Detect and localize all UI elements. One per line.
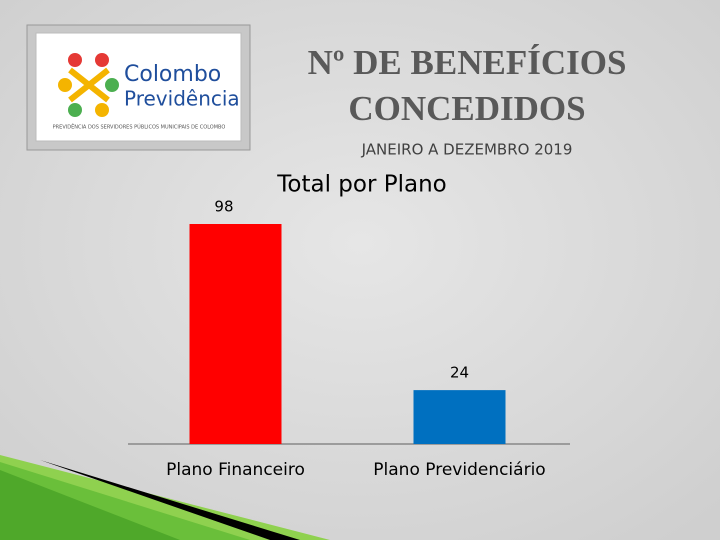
logo-name: Colombo bbox=[124, 62, 221, 87]
data-label: 24 bbox=[450, 364, 469, 382]
x-tick-label: Plano Previdenciário bbox=[373, 460, 545, 480]
slide-title: CONCEDIDOS bbox=[348, 89, 585, 128]
logo-name: Previdência bbox=[124, 87, 240, 111]
slide-title: Nº DE BENEFÍCIOS bbox=[308, 43, 627, 82]
plot: Plano Financeiro 98 Plano Previdenciário 24 bbox=[128, 198, 570, 480]
data-label: 98 bbox=[214, 198, 233, 216]
chart-title: Total por Plano bbox=[276, 172, 446, 198]
logo-tagline: PREVIDÊNCIA DOS SERVIDORES PÚBLICOS MUNI… bbox=[53, 123, 226, 131]
x-tick-label: Plano Financeiro bbox=[166, 460, 305, 480]
slide-subtitle: JANEIRO A DEZEMBRO 2019 bbox=[361, 141, 573, 159]
logo: Colombo Previdência PREVIDÊNCIA DOS SERV… bbox=[26, 24, 251, 151]
decoration bbox=[0, 455, 330, 540]
bar bbox=[413, 390, 506, 444]
bar bbox=[189, 224, 282, 444]
